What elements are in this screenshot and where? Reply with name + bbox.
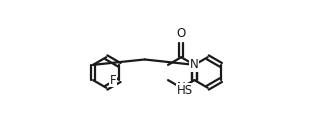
Text: HS: HS <box>177 84 193 97</box>
Text: N: N <box>190 58 199 71</box>
Text: F: F <box>109 74 116 87</box>
Text: N: N <box>177 81 185 94</box>
Text: O: O <box>176 27 186 40</box>
